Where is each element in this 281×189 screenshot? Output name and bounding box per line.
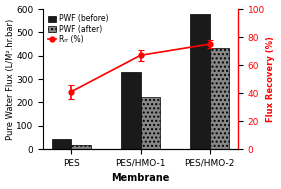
Bar bbox=[52, 139, 71, 149]
Y-axis label: Pure Water Flux (L/M².hr.bar): Pure Water Flux (L/M².hr.bar) bbox=[6, 19, 15, 140]
X-axis label: Membrane: Membrane bbox=[111, 174, 170, 184]
Legend: PWF (before), PWF (after), Rᵣᵣ (%): PWF (before), PWF (after), Rᵣᵣ (%) bbox=[47, 13, 110, 45]
Bar bbox=[191, 14, 210, 149]
Bar bbox=[210, 48, 229, 149]
Bar bbox=[140, 97, 160, 149]
Bar bbox=[71, 145, 90, 149]
Bar bbox=[121, 72, 140, 149]
Y-axis label: Flux Recovery (%): Flux Recovery (%) bbox=[266, 36, 275, 122]
